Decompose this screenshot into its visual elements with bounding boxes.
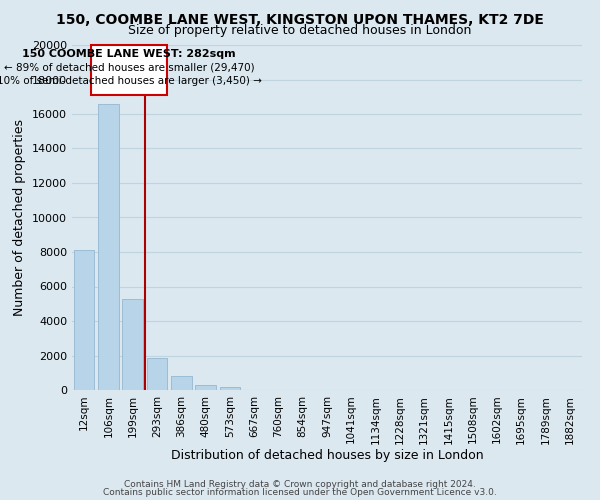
Bar — [195, 385, 216, 390]
Bar — [146, 358, 167, 390]
Bar — [171, 376, 191, 390]
Text: 150, COOMBE LANE WEST, KINGSTON UPON THAMES, KT2 7DE: 150, COOMBE LANE WEST, KINGSTON UPON THA… — [56, 12, 544, 26]
Text: 10% of semi-detached houses are larger (3,450) →: 10% of semi-detached houses are larger (… — [0, 76, 262, 86]
Text: Contains public sector information licensed under the Open Government Licence v3: Contains public sector information licen… — [103, 488, 497, 497]
Bar — [122, 298, 143, 390]
Text: 150 COOMBE LANE WEST: 282sqm: 150 COOMBE LANE WEST: 282sqm — [22, 48, 236, 58]
X-axis label: Distribution of detached houses by size in London: Distribution of detached houses by size … — [170, 449, 484, 462]
FancyBboxPatch shape — [91, 45, 167, 95]
Y-axis label: Number of detached properties: Number of detached properties — [13, 119, 26, 316]
Text: Contains HM Land Registry data © Crown copyright and database right 2024.: Contains HM Land Registry data © Crown c… — [124, 480, 476, 489]
Bar — [98, 104, 119, 390]
Bar — [74, 250, 94, 390]
Bar — [220, 386, 240, 390]
Text: ← 89% of detached houses are smaller (29,470): ← 89% of detached houses are smaller (29… — [4, 62, 254, 72]
Text: Size of property relative to detached houses in London: Size of property relative to detached ho… — [128, 24, 472, 37]
